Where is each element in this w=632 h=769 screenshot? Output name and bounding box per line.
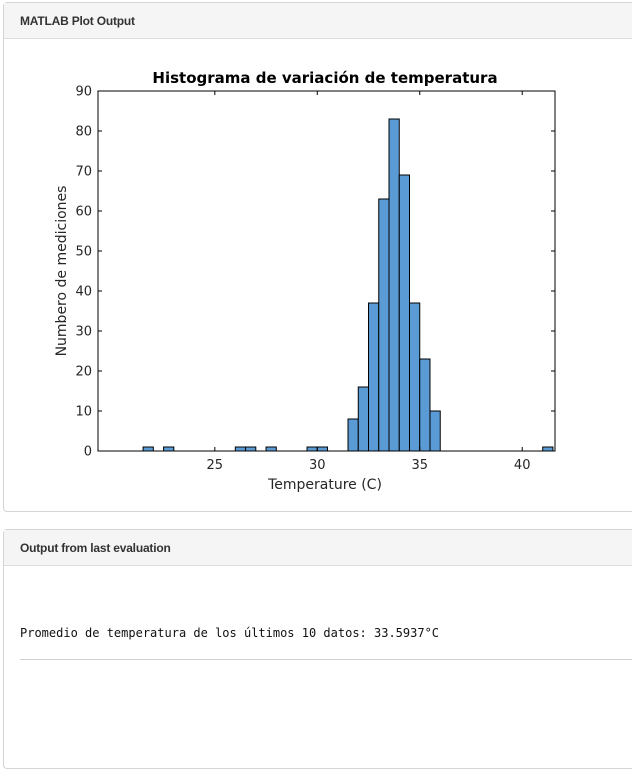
y-tick-label: 20 [75,365,92,380]
histogram-bar [163,446,175,452]
y-tick-label: 70 [75,165,92,180]
y-tick-label: 0 [84,445,92,460]
histogram-bar [347,418,359,452]
plot-output-panel: MATLAB Plot Output Histograma de variaci… [3,2,632,512]
histogram-bar [542,446,554,452]
histogram-bar [388,118,400,452]
y-tick-label: 50 [75,245,92,260]
x-tick-label: 35 [411,458,428,473]
y-tick-label: 80 [75,125,92,140]
y-tick-label: 40 [75,285,92,300]
x-tick-label: 25 [207,458,224,473]
evaluation-output-header: Output from last evaluation [4,530,632,566]
histogram-bar [408,302,421,452]
histogram-chart: Histograma de variación de temperatura N… [54,69,556,493]
y-axis-label: Numbero de mediciones [54,186,70,357]
histogram-bar [265,446,277,452]
axes-box [97,90,556,452]
output-divider [20,659,632,660]
histogram-bar [142,446,154,452]
evaluation-output-panel: Output from last evaluation Promedio de … [3,529,632,769]
x-axis-label: Temperature (C) [267,477,382,493]
y-tick-label: 90 [75,85,92,100]
histogram-bar [234,446,247,452]
y-tick-label: 10 [75,405,92,420]
chart-title: Histograma de variación de temperatura [152,69,497,87]
histogram-bar [429,410,441,452]
histogram-bar [378,198,390,452]
x-tick-label: 40 [514,458,531,473]
x-tick-label: 30 [309,458,326,473]
histogram-bar [357,386,370,452]
histogram-bar [419,358,431,452]
histogram-bar [306,446,318,452]
plot-output-header: MATLAB Plot Output [4,3,632,39]
histogram-bar [316,446,329,452]
y-tick-label: 60 [75,205,92,220]
evaluation-output-text: Promedio de temperatura de los últimos 1… [20,626,440,640]
histogram-bar [245,446,257,452]
y-tick-label: 30 [75,325,92,340]
histogram-bar [368,302,380,452]
histogram-bar [398,174,410,452]
